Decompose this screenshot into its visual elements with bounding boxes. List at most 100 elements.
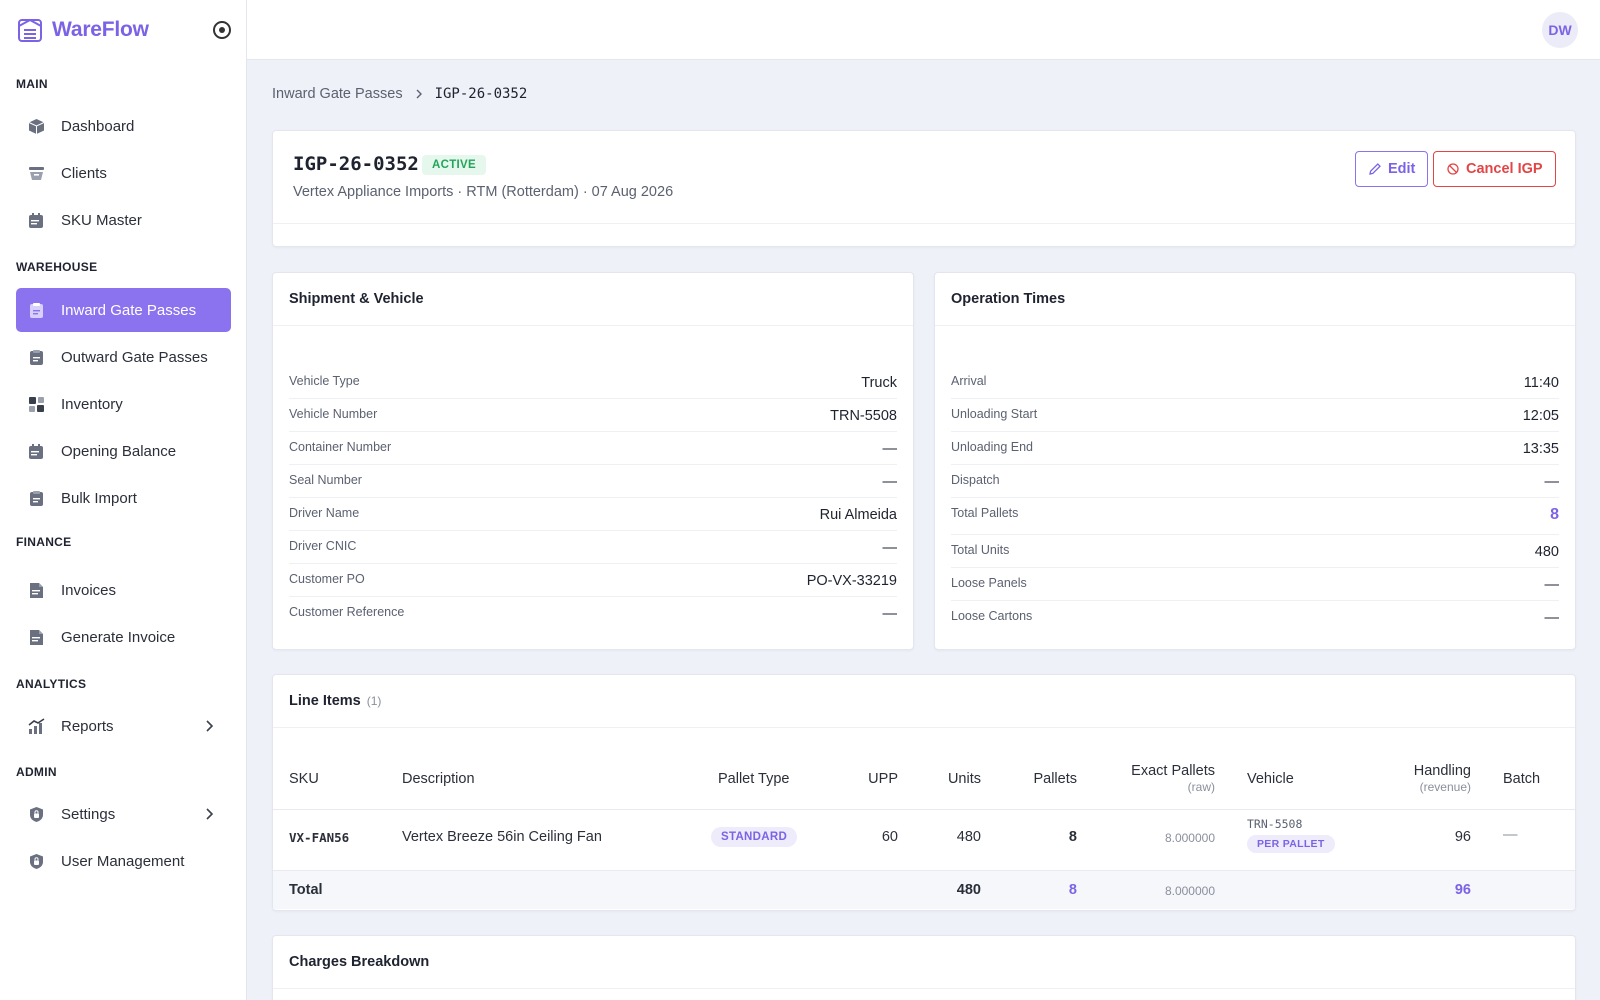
sidebar-item-label: Settings [61,805,116,823]
sidebar-item-outward-gate-passes[interactable]: Outward Gate Passes [16,335,231,379]
column-header-pallet-type: Pallet Type [718,771,790,787]
sidebar-item-sku-master[interactable]: SKU Master [16,198,231,242]
detail-label: Arrival [951,374,987,388]
calendar-edit-icon [28,212,45,229]
total-label: Total [289,882,323,898]
column-header-description: Description [402,771,475,787]
sidebar-toggle-icon[interactable] [213,21,231,39]
document-icon [28,582,45,599]
pencil-icon [1369,163,1381,175]
total-handling: 96 [1454,882,1471,898]
breadcrumb-link-inward-gate-passes[interactable]: Inward Gate Passes [272,86,403,102]
edit-button[interactable]: Edit [1355,151,1429,187]
column-header-sku: SKU [289,771,319,787]
cancel-igp-button[interactable]: Cancel IGP [1433,151,1556,187]
detail-value: — [1544,474,1560,490]
card-title: Line Items (1) [289,693,381,709]
shipment-vehicle-card: Shipment & Vehicle Vehicle Type Truck Veh… [272,272,914,650]
detail-value: Truck [861,375,897,391]
lock-shield-icon [28,853,45,870]
grid-icon [28,396,45,413]
cell-exact-pallets: 8.000000 [1164,831,1215,845]
divider [935,325,1575,326]
detail-row: Arrival 11:40 [951,366,1559,399]
box-icon [28,118,45,135]
tray-icon [28,165,45,182]
charges-breakdown-card: Charges Breakdown [272,935,1576,1000]
topbar: DW [247,0,1600,60]
detail-label: Loose Cartons [951,609,1033,623]
sidebar-item-label: User Management [61,852,185,870]
detail-label: Customer PO [289,572,365,586]
sidebar-item-opening-balance[interactable]: Opening Balance [16,429,231,473]
sidebar-item-bulk-import[interactable]: Bulk Import [16,476,231,520]
chevron-right-icon [206,720,214,732]
clipboard-icon [28,302,45,319]
sidebar-item-clients[interactable]: Clients [16,151,231,195]
column-header-upp: UPP [868,771,898,787]
sidebar-item-reports[interactable]: Reports [16,704,231,748]
detail-label: Unloading Start [951,407,1038,421]
cell-pallets: 8 [1068,829,1077,845]
cell-upp: 60 [881,829,898,845]
cell-handling: 96 [1454,829,1471,845]
lock-shield-icon [28,806,45,823]
detail-value: — [882,540,898,556]
sidebar-item-dashboard[interactable]: Dashboard [16,104,231,148]
total-pallets: 8 [1068,882,1077,898]
detail-value: 480 [1534,544,1559,560]
operation-times-card: Operation Times Arrival 11:40 Unloading S… [934,272,1576,650]
detail-value: TRN-5508 [830,408,897,424]
column-header-label: Exact Pallets [1131,763,1215,779]
detail-label: Driver Name [289,506,360,520]
user-avatar[interactable]: DW [1542,12,1578,48]
chevron-right-icon [206,808,214,820]
status-badge: ACTIVE [422,155,486,175]
sidebar-item-settings[interactable]: Settings [16,792,231,836]
detail-row: Customer Reference — [289,597,897,630]
detail-value: Rui Almeida [819,507,897,523]
sidebar-item-invoices[interactable]: Invoices [16,568,231,612]
calendar-edit-icon [28,443,45,460]
nav-section-finance: FINANCE [16,535,72,549]
detail-value: — [1544,610,1560,626]
detail-value: 11:40 [1523,375,1559,391]
sidebar-item-label: Reports [61,717,114,735]
edit-button-label: Edit [1388,161,1416,177]
divider [273,325,913,326]
sidebar-item-label: Clients [61,164,107,182]
detail-label: Vehicle Type [289,374,360,388]
detail-row: Customer PO PO-VX-33219 [289,564,897,597]
detail-value: 12:05 [1522,408,1559,424]
column-header-vehicle: Vehicle [1247,771,1294,787]
detail-row: Dispatch — [951,465,1559,498]
detail-label: Total Units [951,543,1010,557]
page-title: IGP-26-0352 [293,153,419,175]
sidebar-item-label: Outward Gate Passes [61,348,208,366]
detail-label: Container Number [289,440,392,454]
cell-description: Vertex Breeze 56in Ceiling Fan [402,829,602,845]
detail-value: — [882,441,898,457]
divider [273,727,1575,728]
detail-value: — [882,474,898,490]
detail-row: Vehicle Number TRN-5508 [289,399,897,432]
sidebar-item-label: Inventory [61,395,123,413]
detail-value: — [882,606,898,622]
cancel-button-label: Cancel IGP [1466,161,1543,177]
line-items-card: Line Items (1) SKU Description Pallet Typ… [272,674,1576,911]
sidebar-item-label: Invoices [61,581,117,599]
breadcrumb-current: IGP-26-0352 [434,86,528,102]
sidebar-item-generate-invoice[interactable]: Generate Invoice [16,615,231,659]
detail-label: Dispatch [951,473,1000,487]
sidebar-item-inward-gate-passes[interactable]: Inward Gate Passes [16,288,231,332]
nav-section-main: MAIN [16,77,48,91]
sidebar-item-user-management[interactable]: User Management [16,839,231,883]
brand[interactable]: WareFlow [16,16,149,44]
detail-row: Total Pallets 8 [951,498,1559,535]
sidebar-item-inventory[interactable]: Inventory [16,382,231,426]
total-units: 480 [956,882,981,898]
total-pallets-value: 8 [1550,506,1559,523]
sidebar-item-label: SKU Master [61,211,142,229]
app-name: WareFlow [52,18,149,41]
detail-label: Unloading End [951,440,1034,454]
